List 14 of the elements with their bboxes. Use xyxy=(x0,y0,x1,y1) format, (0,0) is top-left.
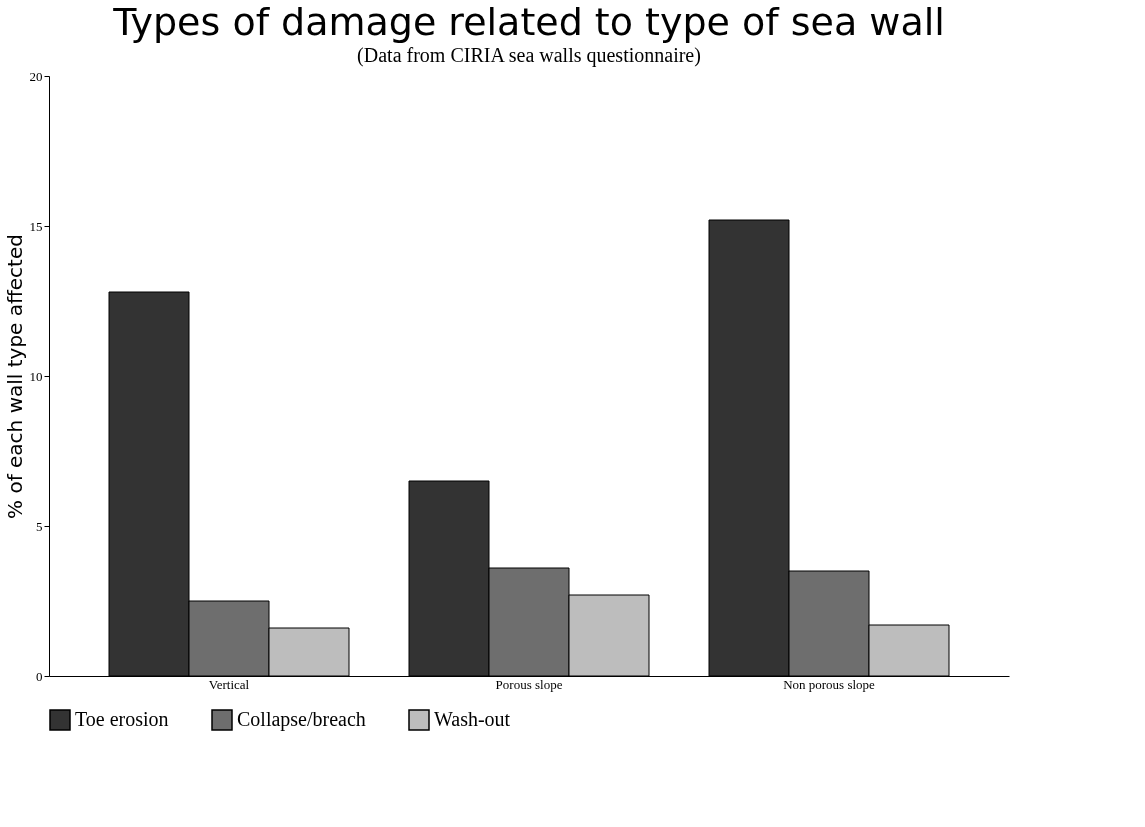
x-tick-label: Non porous slope xyxy=(783,676,876,692)
chart-title: Types of damage related to type of sea wall xyxy=(112,0,945,44)
x-tick-label: Porous slope xyxy=(495,676,563,692)
y-tick-label: 20 xyxy=(29,68,43,84)
legend-label: Wash-out xyxy=(434,708,511,730)
legend-label: Collapse/breach xyxy=(237,708,366,731)
legend-label: Toe erosion xyxy=(75,708,169,730)
chart-subtitle: (Data from CIRIA sea walls questionnaire) xyxy=(357,44,701,67)
y-tick-label: 15 xyxy=(29,218,43,234)
y-axis-title: % of each wall type affected xyxy=(2,234,27,519)
x-tick-label: Vertical xyxy=(208,676,250,692)
y-tick-label: 5 xyxy=(36,518,43,534)
y-tick-label: 0 xyxy=(36,668,43,684)
y-tick-label: 10 xyxy=(29,368,43,384)
